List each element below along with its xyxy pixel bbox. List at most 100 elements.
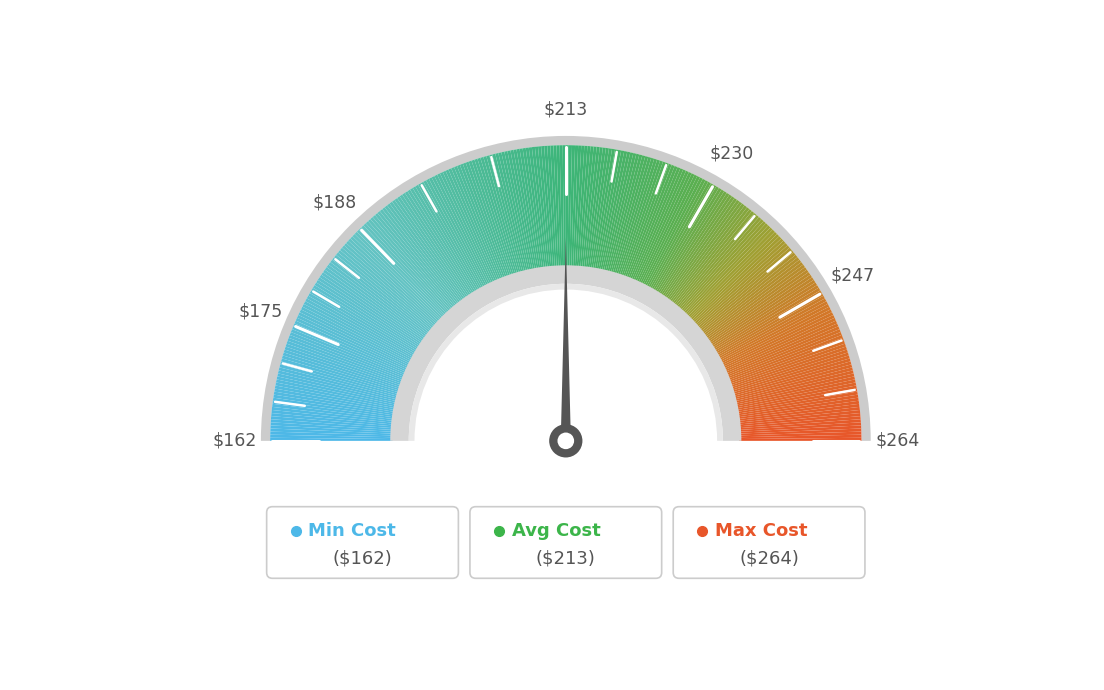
Wedge shape [538, 146, 551, 268]
Wedge shape [272, 413, 393, 426]
Wedge shape [601, 151, 627, 271]
Wedge shape [556, 145, 562, 268]
Wedge shape [636, 170, 689, 284]
Wedge shape [319, 275, 423, 345]
Wedge shape [328, 262, 428, 337]
Wedge shape [622, 161, 664, 277]
Wedge shape [270, 431, 393, 437]
Wedge shape [288, 338, 403, 382]
Wedge shape [701, 257, 799, 335]
Wedge shape [316, 280, 421, 348]
Wedge shape [315, 282, 420, 350]
Wedge shape [492, 154, 524, 273]
Wedge shape [301, 306, 412, 364]
Wedge shape [529, 147, 545, 269]
Wedge shape [338, 250, 434, 331]
Wedge shape [690, 234, 779, 321]
FancyBboxPatch shape [267, 506, 458, 578]
Wedge shape [405, 191, 473, 295]
Wedge shape [711, 280, 816, 348]
Wedge shape [739, 431, 861, 437]
Wedge shape [716, 296, 825, 357]
Wedge shape [582, 146, 596, 268]
Wedge shape [726, 329, 841, 377]
Wedge shape [602, 152, 630, 272]
Text: $247: $247 [831, 266, 875, 284]
Wedge shape [736, 395, 858, 415]
Wedge shape [687, 230, 775, 318]
Wedge shape [693, 241, 786, 325]
Wedge shape [654, 186, 719, 293]
Wedge shape [684, 226, 771, 316]
Wedge shape [698, 250, 794, 331]
Wedge shape [330, 259, 429, 336]
Wedge shape [520, 148, 541, 270]
Wedge shape [593, 149, 615, 270]
Wedge shape [730, 346, 847, 387]
Wedge shape [730, 344, 846, 386]
Wedge shape [619, 159, 660, 277]
Wedge shape [625, 163, 669, 279]
Wedge shape [587, 148, 606, 269]
Wedge shape [553, 146, 561, 268]
Wedge shape [270, 420, 393, 430]
Wedge shape [272, 404, 394, 421]
Wedge shape [696, 246, 789, 328]
Wedge shape [423, 180, 484, 289]
Wedge shape [732, 355, 850, 393]
Wedge shape [288, 335, 404, 380]
Wedge shape [595, 149, 618, 270]
Wedge shape [567, 145, 572, 268]
Wedge shape [289, 332, 405, 379]
Wedge shape [498, 152, 528, 272]
Wedge shape [641, 175, 698, 286]
Polygon shape [561, 237, 571, 455]
Wedge shape [275, 382, 396, 408]
Wedge shape [679, 217, 762, 311]
Wedge shape [276, 380, 396, 406]
Wedge shape [273, 397, 394, 417]
Wedge shape [382, 207, 459, 305]
Wedge shape [672, 207, 750, 305]
Text: Max Cost: Max Cost [714, 522, 807, 540]
Wedge shape [380, 209, 458, 306]
Wedge shape [410, 188, 476, 294]
Wedge shape [541, 146, 553, 268]
Wedge shape [614, 157, 651, 275]
Wedge shape [299, 309, 411, 366]
Wedge shape [704, 264, 805, 339]
Wedge shape [270, 428, 393, 435]
Wedge shape [297, 315, 410, 368]
Wedge shape [510, 150, 535, 270]
Wedge shape [739, 410, 860, 424]
Wedge shape [305, 298, 414, 359]
Wedge shape [715, 293, 824, 356]
Wedge shape [584, 147, 599, 268]
Wedge shape [294, 324, 406, 374]
Wedge shape [712, 282, 817, 350]
Wedge shape [643, 176, 700, 286]
Wedge shape [699, 253, 796, 332]
Wedge shape [739, 422, 861, 432]
Wedge shape [457, 165, 503, 279]
Wedge shape [277, 373, 397, 403]
Wedge shape [274, 395, 395, 415]
Wedge shape [724, 321, 837, 372]
Wedge shape [735, 380, 856, 406]
Wedge shape [275, 386, 395, 410]
Wedge shape [390, 265, 742, 441]
Wedge shape [273, 401, 394, 419]
Wedge shape [734, 373, 854, 403]
Wedge shape [668, 201, 742, 302]
Wedge shape [739, 425, 861, 433]
Wedge shape [274, 388, 395, 412]
Text: $230: $230 [710, 145, 754, 163]
Wedge shape [277, 376, 396, 405]
Wedge shape [270, 416, 393, 428]
Wedge shape [659, 191, 726, 295]
Wedge shape [293, 326, 406, 375]
Wedge shape [581, 146, 594, 268]
Wedge shape [282, 355, 400, 393]
Wedge shape [656, 188, 722, 294]
Wedge shape [279, 364, 399, 397]
